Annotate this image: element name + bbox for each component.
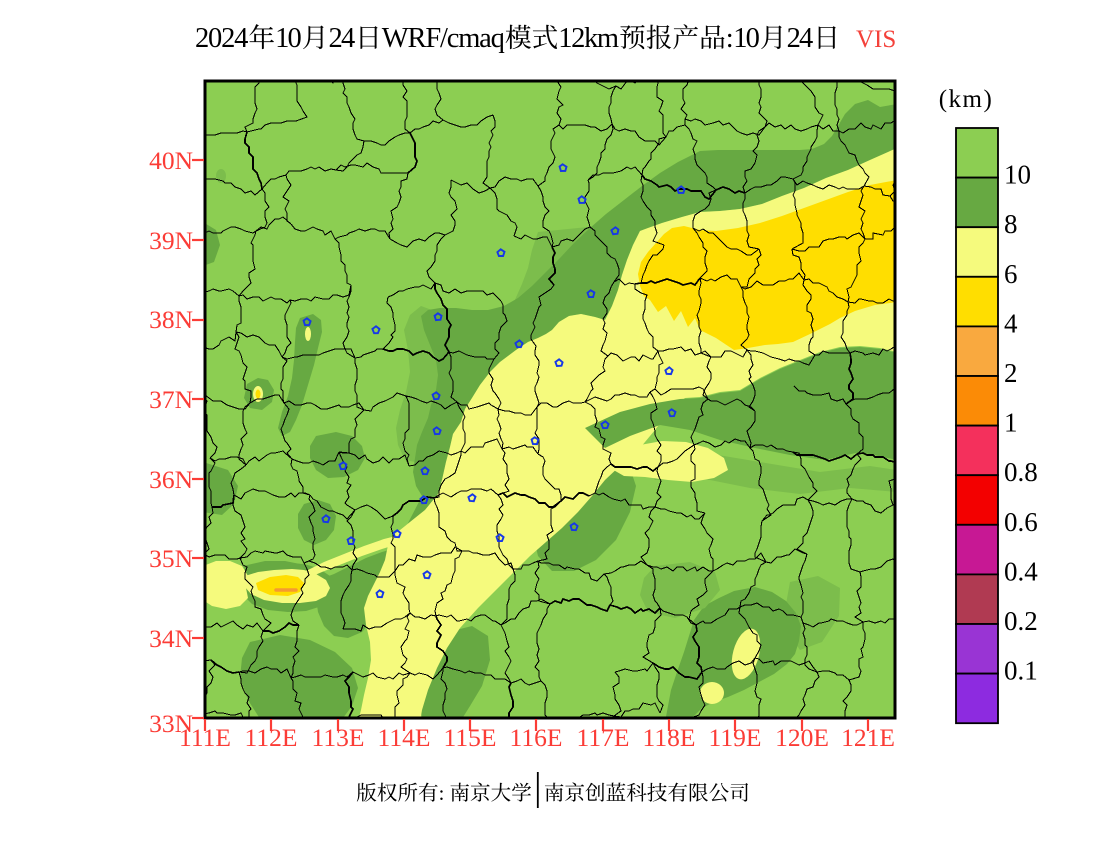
svg-text:6: 6 <box>1004 259 1018 289</box>
svg-text:10: 10 <box>733 23 760 54</box>
svg-text::: : <box>726 23 734 54</box>
svg-text:10: 10 <box>275 23 302 54</box>
svg-text:10: 10 <box>1004 160 1031 190</box>
svg-text:114E: 114E <box>378 723 431 752</box>
svg-text:24: 24 <box>329 23 356 54</box>
svg-text:115E: 115E <box>444 723 497 752</box>
svg-text:8: 8 <box>1004 209 1018 239</box>
svg-text:2024: 2024 <box>195 23 248 54</box>
svg-text:0.6: 0.6 <box>1004 507 1038 537</box>
svg-text::: : <box>439 783 445 805</box>
svg-text:VIS: VIS <box>856 26 896 53</box>
svg-text:38N: 38N <box>149 305 193 334</box>
svg-text:1: 1 <box>1004 408 1018 438</box>
svg-text:117E: 117E <box>577 723 630 752</box>
svg-text:0.1: 0.1 <box>1004 656 1038 686</box>
svg-text:35N: 35N <box>149 544 193 573</box>
svg-text:0.2: 0.2 <box>1004 606 1038 636</box>
svg-text:0.8: 0.8 <box>1004 457 1038 487</box>
svg-text:(km): (km) <box>939 86 994 113</box>
svg-text:119E: 119E <box>709 723 762 752</box>
svg-text:0.4: 0.4 <box>1004 556 1038 586</box>
svg-text:WRF/cmaq: WRF/cmaq <box>382 23 505 54</box>
svg-text:116E: 116E <box>510 723 563 752</box>
svg-text:33N: 33N <box>149 709 193 738</box>
svg-text:113E: 113E <box>312 723 365 752</box>
svg-text:120E: 120E <box>775 723 829 752</box>
svg-text:12km: 12km <box>558 23 619 54</box>
svg-text:36N: 36N <box>149 465 193 494</box>
svg-text:37N: 37N <box>149 385 193 414</box>
svg-text:111E: 111E <box>179 723 231 752</box>
svg-text:2: 2 <box>1004 358 1018 388</box>
svg-text:121E: 121E <box>841 723 895 752</box>
svg-text:118E: 118E <box>643 723 696 752</box>
svg-text:39N: 39N <box>149 226 193 255</box>
svg-text:34N: 34N <box>149 624 193 653</box>
svg-text:24: 24 <box>787 23 814 54</box>
svg-text:112E: 112E <box>245 723 298 752</box>
svg-text:40N: 40N <box>149 146 193 175</box>
svg-text:4: 4 <box>1004 308 1018 338</box>
